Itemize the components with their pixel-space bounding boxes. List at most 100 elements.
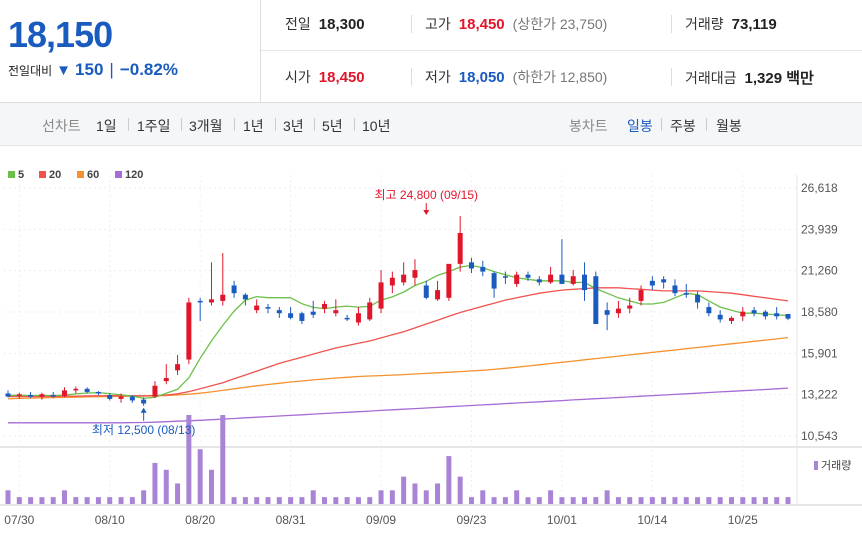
volume-bar [378,490,384,504]
candle-body [231,285,237,294]
volume-bar [548,490,554,504]
stats-separator [411,15,412,33]
volume-bar [39,497,45,504]
candle-body [355,313,361,323]
candle-body [129,396,135,401]
candle-body [615,308,621,314]
candle-body [163,378,169,382]
volume-bar [322,497,328,504]
volume-bar [62,490,68,504]
period-separator [234,118,235,131]
volume-bar [582,497,588,504]
candle-body [344,317,350,320]
candle-body [242,294,248,300]
candle-chart-label: 봉차트 [569,118,608,134]
volume-bar [751,497,757,504]
volume-bar [457,476,463,504]
volume-bar [197,449,203,504]
candle-body [627,305,633,309]
change-label: 전일대비 [8,63,53,78]
volume-bar [367,497,373,504]
volume-bar [502,497,508,504]
legend-swatch [39,171,46,178]
candle-body [706,307,712,314]
volume-bar [141,490,147,504]
y-tick-label: 10,543 [801,429,838,443]
lower-limit: (하한가 12,850) [512,69,608,85]
period-separator [181,118,182,131]
volume-bar [5,490,11,504]
candle-body [310,311,316,315]
candle-body [389,277,395,286]
x-tick-label: 09/23 [456,513,486,527]
period-selector-bar: 선차트 1일 1주일 3개월 1년 3년 5년 10년 봉차트 일봉 주봉 월봉 [0,103,862,146]
volume-bar [242,497,248,504]
candle-body [288,313,294,318]
volume-bar [661,497,667,504]
x-tick-label: 08/31 [276,513,306,527]
upper-limit: (상한가 23,750) [512,16,608,32]
line-option-1d[interactable]: 1일 [96,118,117,134]
candle-body [582,274,588,291]
line-option-3y[interactable]: 3년 [283,118,304,134]
legend-swatch [77,171,84,178]
candle-body [5,393,11,397]
candle-body [695,294,701,303]
candle-body [548,274,554,283]
volume-bar [129,497,135,504]
line-option-1y[interactable]: 1년 [243,118,264,134]
volume-bar [525,497,531,504]
candle-body [683,293,689,295]
volume-cell: 거래량 73,119 [685,14,777,34]
volume-bar [649,497,655,504]
candle-option-monthly[interactable]: 월봉 [716,118,742,134]
volume-bar [175,483,181,504]
volume-bar [717,497,723,504]
volume-bar [288,497,294,504]
candle-body [152,385,158,397]
price-box: 18,150 전일대비 ▼ 150 | −0.82% [0,0,261,102]
stats-separator [671,68,672,86]
candle-body [480,266,486,272]
stats-divider [261,50,862,51]
volume-bar [446,456,452,504]
candle-body [785,314,791,319]
candle-body [107,395,113,399]
prev-close-value: 18,300 [318,16,365,33]
volume-bar [95,497,101,504]
open-value: 18,450 [318,69,365,86]
candle-body [175,364,181,371]
candle-body [412,270,418,278]
volume-bar [627,497,633,504]
line-option-1w[interactable]: 1주일 [137,118,171,134]
candle-body [593,276,599,325]
candle-body [457,233,463,264]
candle-body [84,388,90,392]
volume-bar [254,497,260,504]
candle-body [367,302,373,320]
line-chart-label: 선차트 [42,118,81,134]
change-amount: 150 [75,60,104,79]
x-tick-label: 08/10 [95,513,125,527]
candle-body [401,274,407,283]
quote-stats: 전일 18,300 고가 18,450 (상한가 23,750) 거래량 73,… [261,0,862,102]
y-tick-label: 18,580 [801,305,838,319]
y-tick-label: 15,901 [801,346,838,360]
candle-body [774,313,780,317]
legend-swatch [115,171,122,178]
candle-body [717,314,723,320]
candle-option-weekly[interactable]: 주봉 [670,118,696,134]
line-option-10y[interactable]: 10년 [362,118,391,134]
prev-close-cell: 전일 18,300 [285,14,365,34]
candle-body [661,279,667,283]
volume-bar [695,497,701,504]
line-option-3m[interactable]: 3개월 [189,118,223,134]
change-separator: | [109,60,114,79]
trade-value: 1,329 백만 [744,70,814,87]
x-tick-label: 10/25 [728,513,758,527]
candle-option-daily[interactable]: 일봉 [627,118,653,134]
line-option-5y[interactable]: 5년 [322,118,343,134]
candle-body [740,311,746,317]
candle-body [672,285,678,294]
